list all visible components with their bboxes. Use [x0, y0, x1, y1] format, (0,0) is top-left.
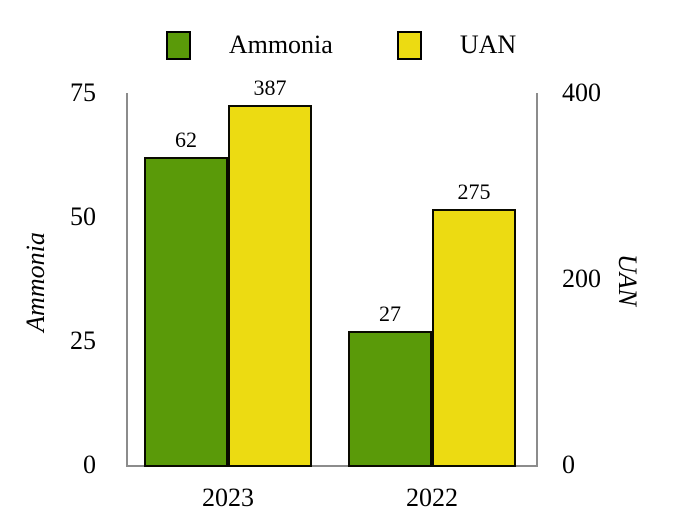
left-axis-tick-label: 75 [70, 78, 96, 107]
bar-uan-2022 [432, 209, 516, 467]
chart-legend: Ammonia UAN [0, 30, 682, 60]
category-label-2022: 2022 [406, 483, 458, 512]
bar-value-label: 27 [379, 301, 401, 327]
bar-value-label: 387 [253, 75, 287, 101]
bar-value-label: 62 [175, 127, 197, 153]
legend-swatch-uan [396, 30, 422, 60]
left-axis-line [126, 93, 128, 467]
bar-ammonia-2022 [348, 331, 432, 467]
legend-swatch-ammonia [165, 30, 191, 60]
left-axis-tick-label: 0 [83, 450, 96, 479]
right-axis-line [536, 93, 538, 467]
legend-label: Ammonia [228, 30, 333, 59]
right-axis-tick-label: 200 [562, 264, 601, 293]
legend-label: UAN [459, 30, 517, 59]
left-axis-tick-label: 50 [70, 202, 96, 231]
legend-item-ammonia: Ammonia [165, 30, 333, 60]
right-axis-tick-label: 400 [562, 78, 601, 107]
right-axis-tick-label: 0 [562, 450, 575, 479]
left-axis-title: Ammonia [21, 232, 50, 332]
bar-value-label: 275 [457, 179, 491, 205]
category-label-2023: 2023 [202, 483, 254, 512]
bar-uan-2023 [228, 105, 312, 467]
legend-item-uan: UAN [396, 30, 517, 60]
bottom-axis-line [126, 465, 538, 467]
right-axis-title: UAN [613, 254, 642, 306]
left-axis-tick-label: 25 [70, 326, 96, 355]
bar-ammonia-2023 [144, 157, 228, 467]
